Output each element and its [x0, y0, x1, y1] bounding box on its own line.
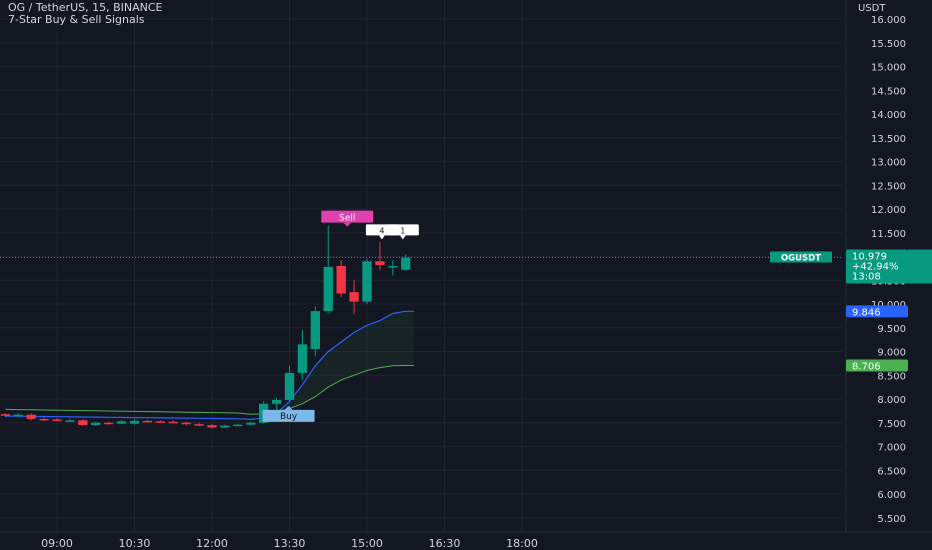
- symbol-badge-text: OGUSDT: [781, 253, 821, 263]
- time-tick-label: 18:00: [506, 537, 538, 550]
- indicator-name[interactable]: 7-Star Buy & Sell Signals: [8, 13, 145, 26]
- price-tick-label: 6.500: [877, 466, 906, 477]
- upper-line-label: [846, 305, 908, 318]
- price-tick-label: 11.500: [871, 229, 906, 240]
- price-axis-currency: USDT: [858, 3, 886, 14]
- marker-1-text: 1: [400, 226, 405, 235]
- candle-body: [142, 420, 153, 423]
- price-tick-label: 9.000: [877, 348, 906, 359]
- candle-body: [129, 420, 140, 424]
- candle-body: [13, 414, 23, 417]
- lower-line-label: [846, 359, 908, 372]
- symbol-title[interactable]: OG / TetherUS, 15, BINANCE: [8, 1, 163, 14]
- lower-line-text: 8.706: [852, 361, 881, 372]
- price-tick-label: 13.500: [871, 134, 906, 145]
- price-tick-label: 8.000: [877, 395, 906, 406]
- price-tick-label: 9.500: [877, 324, 906, 335]
- marker-1-label: [386, 224, 419, 236]
- candle-body: [168, 421, 178, 424]
- price-tick-label: 7.000: [877, 443, 906, 454]
- upper-band-line: [5, 310, 414, 421]
- candle-body: [323, 266, 333, 312]
- last-price-label: [846, 249, 908, 284]
- price-tick-label: 13.000: [871, 158, 906, 169]
- candle-body: [78, 420, 88, 426]
- buy-signal-pointer: [284, 405, 293, 410]
- time-tick-label: 13:30: [274, 537, 306, 550]
- candle-body: [181, 422, 191, 425]
- price-tick-label: 12.500: [871, 181, 906, 192]
- candle-body: [52, 419, 62, 421]
- price-tick-label: 8.500: [877, 371, 906, 382]
- candle-body: [284, 372, 295, 400]
- sell-signal-pointer: [343, 222, 352, 227]
- price-tick-label: 12.000: [871, 205, 906, 216]
- candle-body: [297, 344, 308, 373]
- price-change-text: +42.94%: [852, 261, 899, 272]
- candle-body: [0, 414, 10, 416]
- buy-signal-text: Buy: [280, 412, 298, 422]
- price-tick-label: 6.000: [877, 490, 906, 501]
- price-tick-label: 16.000: [871, 15, 906, 26]
- sell-signal-text: Sell: [339, 214, 355, 224]
- candle-body: [91, 422, 101, 426]
- price-tick-label: 14.500: [871, 86, 906, 97]
- candle-body: [246, 422, 256, 425]
- candle-body: [336, 266, 346, 294]
- candle-body: [401, 257, 411, 270]
- last-price-text: 10.979: [852, 251, 887, 262]
- candle-body: [233, 424, 243, 427]
- marker-1-pointer: [399, 235, 406, 240]
- time-tick-label: 10:30: [119, 537, 151, 550]
- candle-body: [116, 421, 127, 424]
- time-tick-label: 16:30: [429, 537, 461, 550]
- candle-body: [207, 425, 217, 428]
- last-price-label-extension: [908, 249, 932, 284]
- candle-body: [375, 261, 385, 266]
- time-tick-label: 15:00: [351, 537, 383, 550]
- buy-signal-label: [262, 409, 315, 422]
- marker-4-text: 4: [379, 226, 384, 235]
- candle-body: [104, 422, 114, 425]
- candle-body: [26, 414, 36, 419]
- candle-body: [155, 421, 165, 423]
- time-tick-label: 09:00: [41, 537, 73, 550]
- band-fill: [263, 311, 414, 418]
- candle-body: [65, 420, 75, 422]
- marker-4-pointer: [378, 235, 385, 240]
- price-tick-label: 14.000: [871, 110, 906, 121]
- candle-body: [310, 311, 320, 350]
- candle-body: [220, 425, 230, 428]
- countdown-text: 13:08: [852, 271, 881, 282]
- lower-band-line: [5, 365, 414, 415]
- candle-body: [349, 292, 359, 302]
- symbol-badge: [770, 251, 832, 263]
- candle-body: [194, 424, 204, 426]
- candle-body: [39, 418, 49, 421]
- time-tick-label: 12:00: [196, 537, 228, 550]
- candle-body: [362, 261, 372, 302]
- candle-body: [271, 399, 282, 404]
- price-tick-label: 7.500: [877, 419, 906, 430]
- sell-signal-label: [321, 210, 374, 223]
- candle-body: [388, 266, 398, 268]
- upper-line-text: 9.846: [852, 307, 881, 318]
- price-tick-label: 15.000: [871, 63, 906, 74]
- price-tick-label: 15.500: [871, 39, 906, 50]
- price-tick-label: 5.500: [877, 514, 906, 525]
